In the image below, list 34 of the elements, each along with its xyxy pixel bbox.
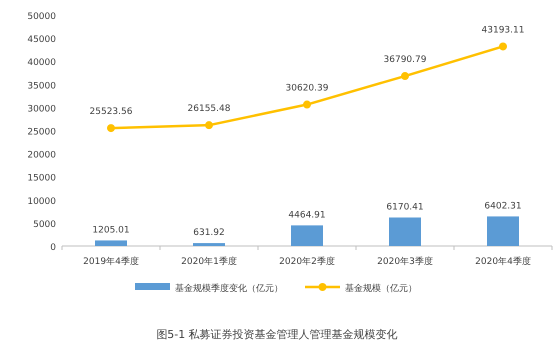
data-label: 631.92 [193, 228, 225, 238]
caption: 图5-1 私募证券投资基金管理人管理基金规模变化 [156, 328, 398, 341]
data-label: 6170.41 [386, 202, 424, 212]
legend-label: 基金规模（亿元） [345, 283, 417, 294]
y-tick-label: 40000 [27, 58, 56, 68]
data-label: 43193.11 [482, 25, 524, 36]
y-tick-label: 5000 [33, 220, 56, 230]
legend-label: 基金规模季度变化（亿元） [175, 283, 283, 294]
x-tick-label: 2019年4季度 [83, 256, 139, 267]
y-tick-label: 45000 [27, 35, 56, 46]
data-label: 6402.31 [484, 201, 522, 212]
data-label: 25523.56 [90, 107, 133, 118]
y-tick-label: 35000 [27, 81, 56, 92]
y-tick-label: 10000 [27, 196, 56, 207]
y-tick-label: 0 [50, 243, 56, 253]
y-tick-label: 20000 [27, 150, 56, 161]
x-tick-label: 2020年1季度 [181, 256, 237, 267]
y-tick-label: 25000 [27, 128, 56, 138]
y-tick-label: 30000 [27, 104, 56, 114]
point [303, 100, 311, 109]
y-tick-label: 50000 [27, 12, 56, 22]
data-label: 4464.91 [288, 210, 326, 220]
y-tick-label: 15000 [27, 174, 56, 184]
x-tick-label: 2020年2季度 [279, 256, 335, 267]
point [401, 72, 409, 80]
data-label: 1205.01 [92, 225, 130, 236]
point [205, 121, 213, 130]
point [107, 124, 115, 132]
x-tick-label: 2020年3季度 [377, 256, 433, 267]
data-label: 30620.39 [286, 84, 329, 94]
data-label: 36790.79 [384, 55, 427, 66]
data-label: 26155.48 [188, 104, 231, 114]
point [499, 42, 507, 50]
x-tick-label: 2020年4季度 [475, 256, 531, 267]
